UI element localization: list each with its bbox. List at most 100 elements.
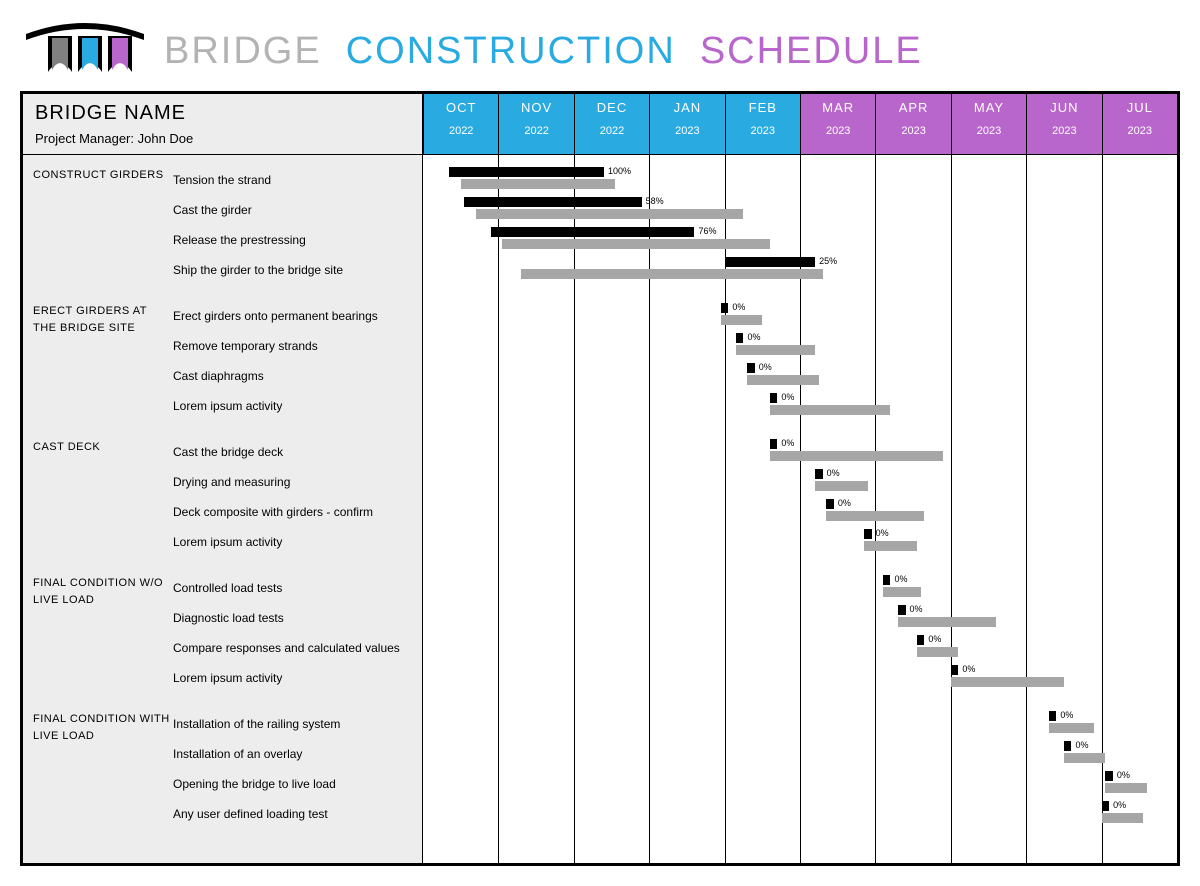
section-block: ERECT GIRDERS AT THE BRIDGE SITEErect gi… [23, 301, 422, 421]
bridge-logo-icon [20, 20, 150, 83]
month-header-cell: DEC 2022 [574, 94, 649, 154]
gantt-row: 0% [423, 633, 1177, 663]
gantt-bar-planned [736, 345, 815, 355]
gantt-bar-planned [770, 405, 891, 415]
gantt-percent-label: 25% [819, 256, 837, 266]
gantt-bar-planned [815, 481, 868, 491]
month-year: 2022 [499, 125, 573, 137]
gantt-bar-actual [770, 393, 778, 403]
task-label: Lorem ipsum activity [173, 391, 412, 421]
month-header-cell: OCT2022 [423, 94, 498, 154]
gantt-bar-planned [770, 451, 943, 461]
task-label: Tension the strand [173, 165, 412, 195]
gantt-percent-label: 0% [759, 362, 772, 372]
month-year: 2023 [1027, 125, 1101, 137]
page-title: BRIDGE CONSTRUCTION SCHEDULE [164, 30, 923, 73]
gantt-bar-planned [747, 375, 819, 385]
gantt-row: 0% [423, 799, 1177, 829]
gantt-bar-planned [461, 179, 616, 189]
gantt-row: 0% [423, 467, 1177, 497]
section-gap [423, 693, 1177, 709]
gantt-percent-label: 0% [894, 574, 907, 584]
task-label: Erect girders onto permanent bearings [173, 301, 412, 331]
gantt-chart: BRIDGE NAME Project Manager: John Doe OC… [20, 91, 1180, 866]
gantt-bar-actual [747, 363, 755, 373]
gantt-bar-actual [1105, 771, 1113, 781]
gantt-row: 0% [423, 391, 1177, 421]
gantt-percent-label: 0% [1060, 710, 1073, 720]
task-list: Installation of the railing systemInstal… [173, 709, 412, 829]
month-header-cell: MAR2023 [800, 94, 875, 154]
gantt-bar-planned [721, 315, 762, 325]
task-list: Cast the bridge deckDrying and measuring… [173, 437, 412, 557]
gantt-row: 0% [423, 527, 1177, 557]
gantt-row: 0% [423, 497, 1177, 527]
task-label: Lorem ipsum activity [173, 527, 412, 557]
month-header-cell: JUN 2023 [1026, 94, 1101, 154]
month-abbr: DEC [575, 100, 649, 115]
gantt-row: 0% [423, 573, 1177, 603]
task-label: Installation of an overlay [173, 739, 412, 769]
project-manager-label: Project Manager: John Doe [35, 131, 410, 146]
month-header-cell: JUL 2023 [1102, 94, 1177, 154]
gantt-bar-planned [1049, 723, 1094, 733]
month-header-cell: MAY 2023 [951, 94, 1026, 154]
title-word-2: CONSTRUCTION [346, 30, 676, 73]
gantt-percent-label: 0% [962, 664, 975, 674]
task-label: Opening the bridge to live load [173, 769, 412, 799]
section-block: CONSTRUCT GIRDERSTension the strandCast … [23, 165, 422, 285]
task-label-column: CONSTRUCT GIRDERSTension the strandCast … [23, 155, 423, 863]
page-root: BRIDGE CONSTRUCTION SCHEDULE BRIDGE NAME… [20, 20, 1180, 866]
task-label: Installation of the railing system [173, 709, 412, 739]
month-year: 2023 [952, 125, 1026, 137]
title-word-1: BRIDGE [164, 30, 322, 73]
month-abbr: FEB [726, 100, 800, 115]
month-year: 2023 [726, 125, 800, 137]
timeline-column: 100%58%76%25%0%0%0%0%0%0%0%0%0%0%0%0%0%0… [423, 155, 1177, 863]
task-label: Release the prestressing [173, 225, 412, 255]
month-header-cell: NOV 2022 [498, 94, 573, 154]
task-list: Erect girders onto permanent bearingsRem… [173, 301, 412, 421]
month-abbr: NOV [499, 100, 573, 115]
section-name: ERECT GIRDERS AT THE BRIDGE SITE [33, 301, 173, 421]
gantt-bar-actual [491, 227, 695, 237]
month-year: 2023 [1103, 125, 1177, 137]
gantt-percent-label: 58% [646, 196, 664, 206]
gantt-row: 0% [423, 739, 1177, 769]
month-year: 2022 [575, 125, 649, 137]
section-name: FINAL CONDITION W/O LIVE LOAD [33, 573, 173, 693]
gantt-bar-actual [826, 499, 834, 509]
task-label: Cast the bridge deck [173, 437, 412, 467]
month-abbr: MAY [952, 100, 1026, 115]
gantt-row: 58% [423, 195, 1177, 225]
gantt-row: 0% [423, 769, 1177, 799]
gantt-percent-label: 76% [698, 226, 716, 236]
gantt-bar-actual [898, 605, 906, 615]
section-name: FINAL CONDITION WITH LIVE LOAD [33, 709, 173, 829]
gantt-bar-planned [917, 647, 958, 657]
gantt-row: 0% [423, 603, 1177, 633]
task-label: Cast the girder [173, 195, 412, 225]
month-year: 2023 [876, 125, 950, 137]
gantt-percent-label: 0% [747, 332, 760, 342]
month-year: 2023 [801, 125, 875, 137]
month-abbr: JUN [1027, 100, 1101, 115]
gantt-row: 100% [423, 165, 1177, 195]
gantt-percent-label: 0% [781, 438, 794, 448]
gantt-bar-actual [721, 303, 729, 313]
gantt-percent-label: 0% [876, 528, 889, 538]
gantt-bar-actual [1064, 741, 1072, 751]
task-label: Diagnostic load tests [173, 603, 412, 633]
month-abbr: JAN [650, 100, 724, 115]
gantt-bar-planned [1105, 783, 1146, 793]
month-abbr: JUL [1103, 100, 1177, 115]
section-name: CONSTRUCT GIRDERS [33, 165, 173, 285]
gantt-bar-actual [736, 333, 744, 343]
gantt-row: 0% [423, 301, 1177, 331]
gantt-bar-actual [951, 665, 959, 675]
task-label: Compare responses and calculated values [173, 633, 412, 663]
month-header-cell: JAN2023 [649, 94, 724, 154]
task-label: Drying and measuring [173, 467, 412, 497]
gantt-bar-planned [898, 617, 996, 627]
gantt-bar-planned [826, 511, 924, 521]
